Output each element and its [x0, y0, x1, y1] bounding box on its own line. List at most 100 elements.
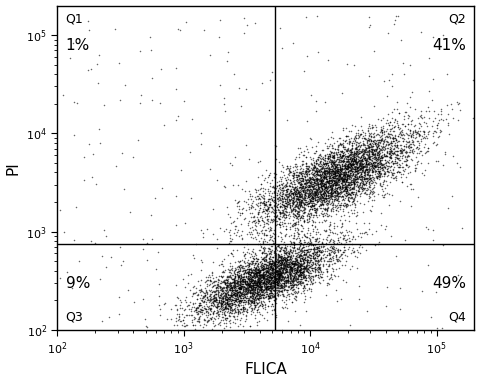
Point: [285, 201, 292, 208]
Point: [262, 167, 269, 173]
Point: [276, 184, 284, 190]
Point: [267, 284, 275, 290]
Point: [244, 282, 252, 288]
Point: [274, 280, 282, 286]
Point: [305, 208, 312, 214]
Point: [359, 160, 366, 166]
Point: [387, 148, 395, 154]
Point: [203, 281, 211, 287]
Point: [369, 144, 376, 151]
Point: [340, 144, 348, 150]
Point: [267, 289, 275, 295]
Point: [248, 193, 256, 199]
Point: [382, 170, 389, 176]
Point: [214, 177, 221, 183]
Point: [303, 247, 311, 253]
Point: [260, 198, 267, 205]
Point: [197, 308, 204, 314]
Point: [284, 275, 292, 282]
Point: [254, 266, 262, 272]
Point: [324, 162, 332, 168]
Point: [234, 307, 242, 313]
Point: [276, 267, 283, 273]
Point: [321, 188, 328, 194]
Point: [327, 177, 335, 183]
Point: [339, 166, 347, 172]
Point: [317, 264, 324, 270]
Point: [324, 193, 332, 199]
Point: [432, 158, 440, 164]
Point: [286, 248, 294, 254]
Point: [236, 278, 244, 284]
Point: [275, 288, 282, 294]
Point: [264, 309, 271, 315]
Point: [315, 262, 323, 268]
Point: [400, 113, 408, 119]
Point: [321, 181, 329, 187]
Point: [347, 175, 355, 181]
Point: [258, 250, 266, 256]
Point: [293, 196, 301, 202]
Point: [270, 269, 278, 275]
Point: [328, 142, 336, 148]
Point: [309, 192, 317, 198]
Point: [282, 212, 290, 218]
Point: [397, 145, 405, 151]
Point: [303, 254, 311, 260]
Point: [311, 189, 319, 195]
Point: [314, 161, 322, 167]
Point: [322, 181, 330, 187]
Point: [204, 318, 212, 324]
Point: [316, 180, 324, 186]
Point: [363, 166, 371, 172]
Point: [356, 165, 363, 172]
Point: [262, 271, 269, 277]
Point: [228, 285, 236, 291]
Point: [336, 192, 344, 198]
Point: [338, 189, 346, 195]
Point: [265, 270, 273, 276]
Point: [360, 146, 367, 152]
Point: [263, 293, 270, 299]
Point: [398, 153, 406, 159]
Point: [365, 168, 373, 174]
Point: [299, 215, 307, 221]
Point: [235, 288, 242, 294]
Point: [210, 296, 217, 303]
Point: [381, 153, 388, 159]
Point: [296, 180, 303, 187]
Point: [293, 174, 300, 180]
Point: [290, 272, 298, 278]
Point: [336, 205, 344, 211]
Point: [293, 256, 301, 262]
Point: [402, 162, 410, 168]
Point: [292, 172, 300, 178]
Point: [263, 285, 270, 291]
Point: [270, 189, 278, 195]
Point: [263, 265, 270, 271]
Point: [272, 256, 280, 262]
Point: [360, 160, 367, 167]
Point: [246, 294, 253, 300]
Point: [312, 168, 319, 174]
Point: [270, 183, 277, 189]
Point: [412, 145, 420, 151]
Point: [332, 177, 340, 183]
Point: [206, 297, 214, 303]
Point: [252, 286, 259, 292]
Point: [236, 275, 244, 281]
Point: [301, 143, 309, 149]
Point: [335, 257, 343, 264]
Point: [387, 131, 395, 137]
Point: [294, 189, 301, 195]
Point: [247, 271, 254, 277]
Point: [252, 314, 259, 321]
Point: [250, 309, 257, 315]
Point: [344, 177, 351, 183]
Point: [261, 258, 269, 264]
Point: [322, 212, 329, 218]
Point: [261, 250, 269, 256]
Point: [298, 202, 305, 208]
Point: [245, 275, 253, 281]
Point: [250, 300, 258, 306]
